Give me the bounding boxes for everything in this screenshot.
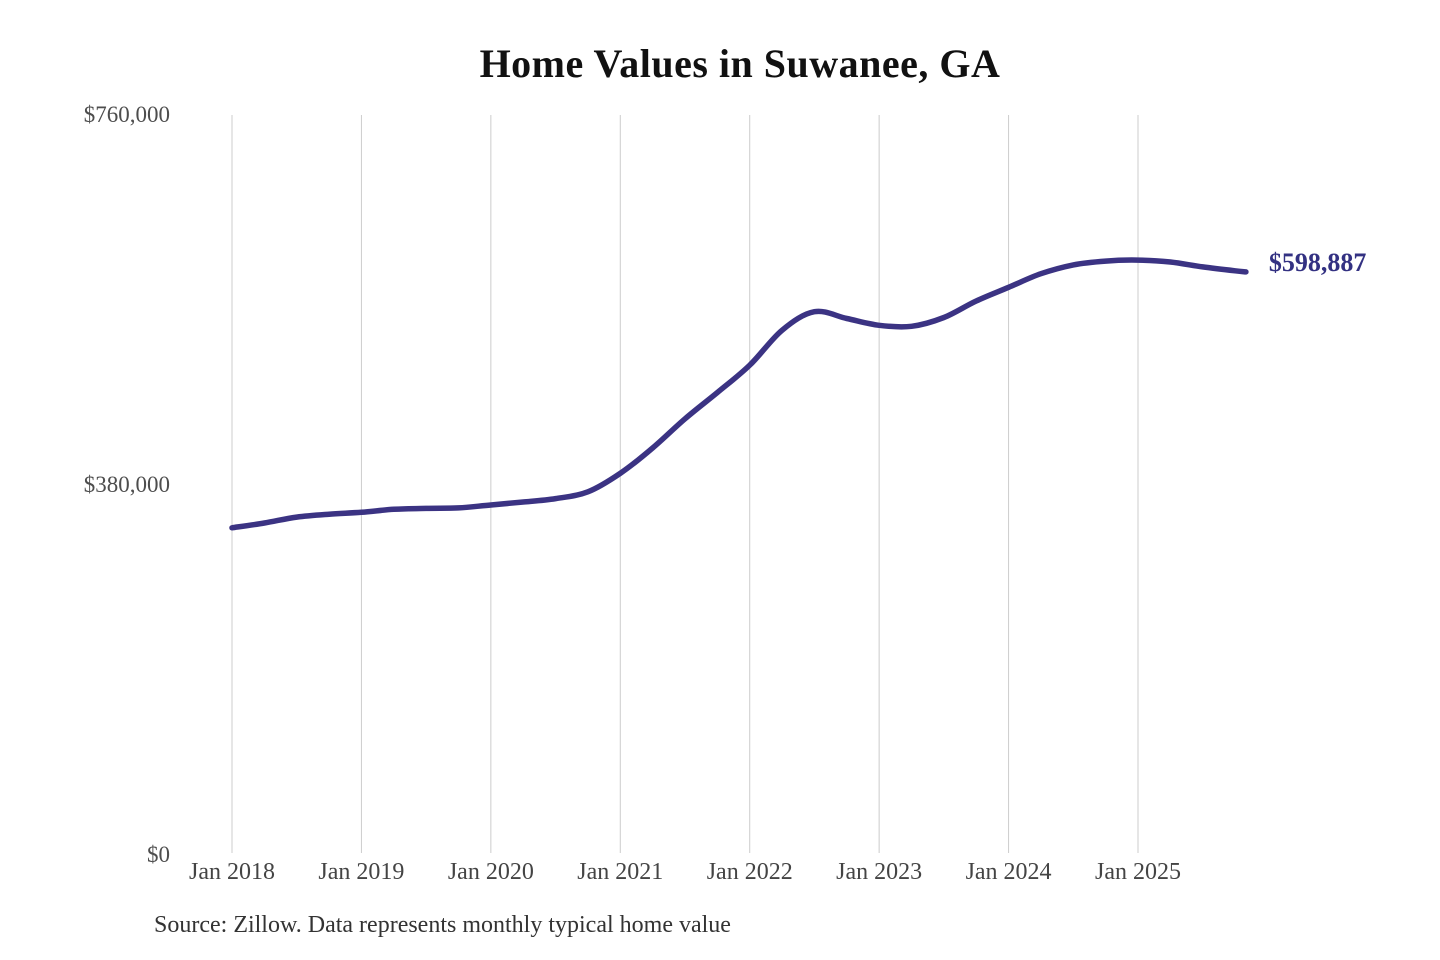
x-axis-label: Jan 2022 bbox=[706, 859, 793, 885]
y-axis-label: $760,000 bbox=[83, 102, 170, 127]
x-axis-label: Jan 2025 bbox=[1095, 859, 1181, 885]
x-axis-label: Jan 2019 bbox=[318, 859, 405, 885]
y-axis-label: $0 bbox=[147, 842, 170, 867]
source-note: Source: Zillow. Data represents monthly … bbox=[154, 912, 731, 938]
x-axis-label: Jan 2021 bbox=[577, 859, 664, 885]
x-axis-label: Jan 2024 bbox=[965, 859, 1052, 885]
latest-value-label: $598,887 bbox=[1268, 247, 1367, 277]
chart-title: Home Values in Suwanee, GA bbox=[479, 41, 1001, 86]
home-value-line bbox=[229, 257, 1249, 531]
x-axis-label: Jan 2023 bbox=[836, 859, 923, 885]
x-axis-label: Jan 2020 bbox=[447, 859, 534, 885]
x-axis-label: Jan 2018 bbox=[189, 859, 275, 885]
y-axis-label: $380,000 bbox=[83, 472, 170, 497]
